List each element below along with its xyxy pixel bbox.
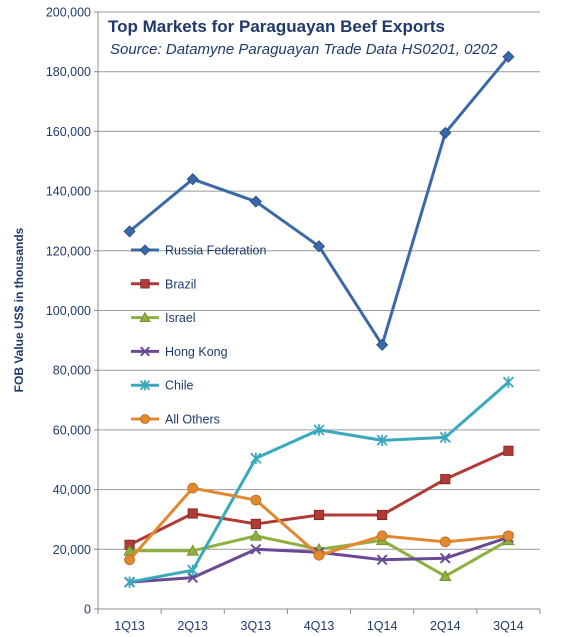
data-point [313, 549, 325, 561]
legend-marker [139, 380, 151, 391]
x-tick-labels: 1Q13 2Q13 3Q13 4Q13 1Q14 2Q14 3Q14 [114, 619, 523, 633]
y-tick-label: 120,000 [46, 244, 91, 258]
x-tick-label: 1Q14 [367, 619, 398, 633]
data-point [376, 338, 389, 351]
data-point [313, 509, 325, 521]
data-point [186, 544, 199, 556]
legend-marker [140, 346, 150, 357]
axes [94, 11, 541, 614]
chart-subtitle: Source: Datamyne Paraguayan Trade Data H… [110, 41, 498, 58]
data-point [250, 543, 262, 555]
y-tick-label: 60,000 [53, 423, 91, 437]
data-point [249, 529, 263, 541]
legend-label: Chile [165, 379, 194, 393]
series-line [128, 449, 510, 547]
data-point [123, 225, 136, 238]
data-point [124, 554, 135, 566]
legend: Russia Federation Brazil Israel Hong Kong Ch… [131, 244, 266, 427]
y-tick-label: 180,000 [46, 65, 91, 79]
x-tick-label: 2Q14 [430, 619, 461, 633]
x-tick-label: 3Q13 [241, 619, 272, 633]
data-point [377, 509, 388, 521]
data-point [376, 530, 388, 542]
y-tick-label: 200,000 [46, 6, 91, 20]
data-point [439, 536, 451, 548]
legend-item-israel: Israel [131, 311, 196, 325]
legend-label: Hong Kong [165, 345, 228, 359]
y-tick-label: 140,000 [46, 185, 91, 199]
data-point [249, 195, 262, 208]
legend-label: Israel [165, 311, 196, 325]
chart-title: Top Markets for Paraguayan Beef Exports [108, 17, 445, 36]
data-point [187, 482, 199, 494]
data-point [187, 508, 198, 519]
data-point [503, 445, 514, 456]
data-point [250, 494, 262, 506]
y-tick-label: 80,000 [53, 364, 91, 378]
y-tick-label: 40,000 [53, 483, 91, 497]
series-russia-federation [123, 50, 515, 351]
y-axis-label: FOB Value US$ in thousands [12, 227, 26, 392]
data-point [502, 376, 515, 388]
series-all-others [124, 482, 514, 566]
series-layer [123, 50, 515, 588]
y-tick-label: 160,000 [46, 125, 91, 139]
x-tick-label: 3Q14 [493, 619, 524, 633]
data-point [186, 173, 199, 186]
legend-marker [139, 311, 151, 323]
data-point [123, 576, 136, 588]
x-tick-label: 2Q13 [177, 619, 208, 633]
data-point [313, 424, 325, 436]
data-point [503, 530, 514, 542]
legend-item-brazil: Brazil [131, 277, 196, 291]
x-tick-label: 4Q13 [304, 619, 335, 633]
y-tick-label: 0 [84, 603, 91, 617]
legend-item-russia-federation: Russia Federation [131, 244, 266, 258]
legend-marker [140, 414, 150, 424]
legend-label: Russia Federation [165, 244, 266, 258]
data-point [250, 518, 261, 530]
legend-label: All Others [165, 413, 220, 427]
legend-marker [139, 244, 151, 256]
data-point [502, 50, 515, 63]
x-tick-label: 1Q13 [114, 619, 145, 633]
data-point [439, 552, 451, 564]
legend-item-hong-kong: Hong Kong [131, 345, 228, 359]
data-point [312, 240, 326, 253]
y-tick-label: 100,000 [46, 304, 91, 318]
data-point [439, 431, 451, 444]
legend-item-all-others: All Others [131, 413, 220, 427]
data-point [439, 569, 452, 581]
series-line [128, 55, 510, 347]
series-chile [123, 376, 515, 588]
data-point [440, 474, 451, 485]
legend-marker [140, 279, 150, 289]
y-tick-labels: 0 20,000 40,000 60,000 80,000 100,000 120,000 1… [46, 6, 91, 617]
legend-item-chile: Chile [131, 379, 194, 393]
data-point [376, 554, 388, 566]
data-point [187, 564, 199, 576]
data-point [439, 126, 452, 139]
data-point [250, 452, 262, 464]
legend-label: Brazil [165, 277, 196, 291]
data-point [376, 434, 388, 447]
y-tick-label: 20,000 [53, 543, 91, 557]
